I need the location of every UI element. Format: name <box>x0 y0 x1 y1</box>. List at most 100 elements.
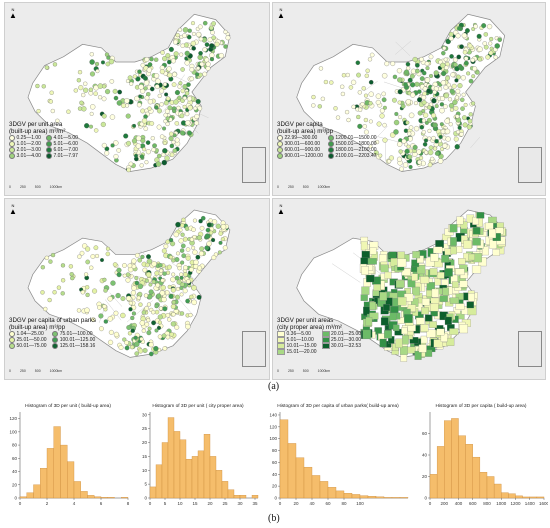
legend-item: 300.01—600.00 <box>277 141 323 147</box>
y-tick-label: 15 <box>142 454 148 459</box>
legend-swatch <box>9 135 15 141</box>
x-tick-label: 40 <box>309 501 315 506</box>
legend-item: 100.01—125.00 <box>52 337 96 343</box>
legend-item: 3.01—4.00 <box>9 153 41 159</box>
north-arrow-icon: N ▲ <box>277 7 285 20</box>
histogram-bar <box>508 493 516 499</box>
histogram-bar <box>167 417 175 499</box>
legend-swatch <box>327 135 334 141</box>
histogram-bar <box>209 456 217 499</box>
scale-tick: 0 <box>277 185 279 189</box>
histogram-bar <box>73 481 81 499</box>
map-legend: 3DGV per capita (built-up area) m³/pp 22.9… <box>277 121 377 159</box>
legend-label: 900.01—1200.00 <box>284 153 323 159</box>
histogram-bar <box>26 492 34 499</box>
legend-swatch <box>321 343 330 349</box>
legend-swatch <box>9 337 15 343</box>
map-canvas <box>273 3 545 195</box>
x-tick-label: 1400 <box>525 501 536 506</box>
legend-label: 1800.01—2100.00 <box>335 147 377 153</box>
legend-label: 2.01—3.00 <box>16 147 41 153</box>
legend-label: 25.01—30.00 <box>331 337 362 343</box>
histogram-bar <box>501 492 509 499</box>
scale-tick: 250 <box>287 369 294 373</box>
x-tick-label: 0 <box>429 501 432 506</box>
x-tick-label: 100 <box>356 501 364 506</box>
legend-label: 600.01—900.00 <box>284 147 321 153</box>
legend-swatch <box>321 337 330 343</box>
histogram-bar <box>287 443 297 499</box>
caption-a: (a) <box>268 381 280 392</box>
x-tick-label: 4 <box>73 501 76 506</box>
legend-swatch <box>45 147 52 153</box>
legend-swatch <box>9 331 15 337</box>
histogram-bar <box>375 496 385 499</box>
histogram-parks-per-capita: Histogram of 3D per capita of urban park… <box>269 403 409 506</box>
x-tick-label: 1600 <box>539 501 548 506</box>
legend-label: 2100.01—2203.47 <box>335 153 377 159</box>
legend-label: 7.01—7.97 <box>53 153 78 159</box>
legend-swatch <box>45 153 52 159</box>
legend-item: 1200.01—1500.00 <box>327 135 377 141</box>
legend-item: 125.01—158.16 <box>52 343 96 349</box>
legend-item: 15.01—20.00 <box>277 349 317 355</box>
legend-swatch <box>9 343 15 349</box>
legend-label: 0.36—5.00 <box>286 331 311 337</box>
legend-label: 22.99—300.00 <box>284 135 318 141</box>
scale-tick: 250 <box>19 185 26 189</box>
legend-label: 300.01—600.00 <box>284 141 321 147</box>
y-tick-label: 60 <box>272 460 278 465</box>
histogram-title: Histogram of 3D per unit ( city proper a… <box>152 403 244 409</box>
histogram-unit-city-proper: Histogram of 3D per unit ( city proper a… <box>142 403 259 506</box>
histogram-bar <box>94 496 102 499</box>
legend-swatch <box>277 153 283 159</box>
histogram-bar <box>149 486 157 499</box>
histogram-bar <box>383 497 393 499</box>
legend-swatch <box>277 349 285 355</box>
china-outline <box>27 209 231 358</box>
legend-item: 900.01—1200.00 <box>277 153 323 159</box>
north-arrow-icon: N ▲ <box>277 203 285 216</box>
x-tick-label: 800 <box>483 501 491 506</box>
histogram-bar <box>197 450 205 499</box>
legend-label: 0.25—1.00 <box>16 135 41 141</box>
x-tick-label: 6 <box>100 501 103 506</box>
histogram-bar <box>465 444 473 499</box>
y-tick-label: 100 <box>269 436 277 441</box>
legend-item: 2100.01—2203.47 <box>327 153 377 159</box>
scale-tick: 500 <box>302 369 309 373</box>
x-tick-label: 0 <box>19 501 22 506</box>
x-tick-label: 20 <box>293 501 299 506</box>
legend-label: 30.01—32.53 <box>331 343 362 349</box>
histogram-bar <box>19 496 27 499</box>
north-label: N <box>279 7 283 12</box>
histogram-bar <box>251 495 259 499</box>
histogram-bar <box>479 472 488 499</box>
legend-swatch <box>52 337 59 343</box>
legend-item: 20.01—25.00 <box>321 331 361 337</box>
legend-item: 25.01—30.00 <box>321 337 362 343</box>
legend-label: 5.01—10.00 <box>286 337 314 343</box>
legend-label: 125.01—158.16 <box>59 343 96 349</box>
map-panel-per-capita: N ▲ 3DGV per capita (built-up area) m³/pp 22… <box>272 2 546 196</box>
legend-label: 1200.01—1500.00 <box>335 135 377 141</box>
x-tick-label: 5 <box>164 501 167 506</box>
legend-title: 3DGV per capita (built-up area) m³/pp <box>277 121 334 135</box>
legend-label: 50.01—75.00 <box>16 343 47 349</box>
map-legend: 3DGV per unit area (built-up area) m³/m² 0… <box>9 121 78 159</box>
histogram-bar <box>233 495 241 499</box>
histogram-bar <box>319 481 329 499</box>
x-tick-label: 35 <box>252 501 258 506</box>
north-label: N <box>11 7 15 12</box>
map-legend: 3DGV per capita of urban parks (built-up … <box>9 317 96 349</box>
y-tick-label: 30 <box>142 412 148 417</box>
scale-unit: 1000km <box>317 185 331 189</box>
legend-swatch <box>327 147 334 153</box>
y-tick-label: 120 <box>9 416 17 421</box>
scale-tick: 500 <box>302 185 309 189</box>
histogram-bar <box>60 444 68 499</box>
legend-swatch <box>9 147 15 153</box>
x-tick-label: 0 <box>149 501 152 506</box>
legend-item: 1.01—2.00 <box>9 141 41 147</box>
y-tick-label: 20 <box>12 482 18 487</box>
